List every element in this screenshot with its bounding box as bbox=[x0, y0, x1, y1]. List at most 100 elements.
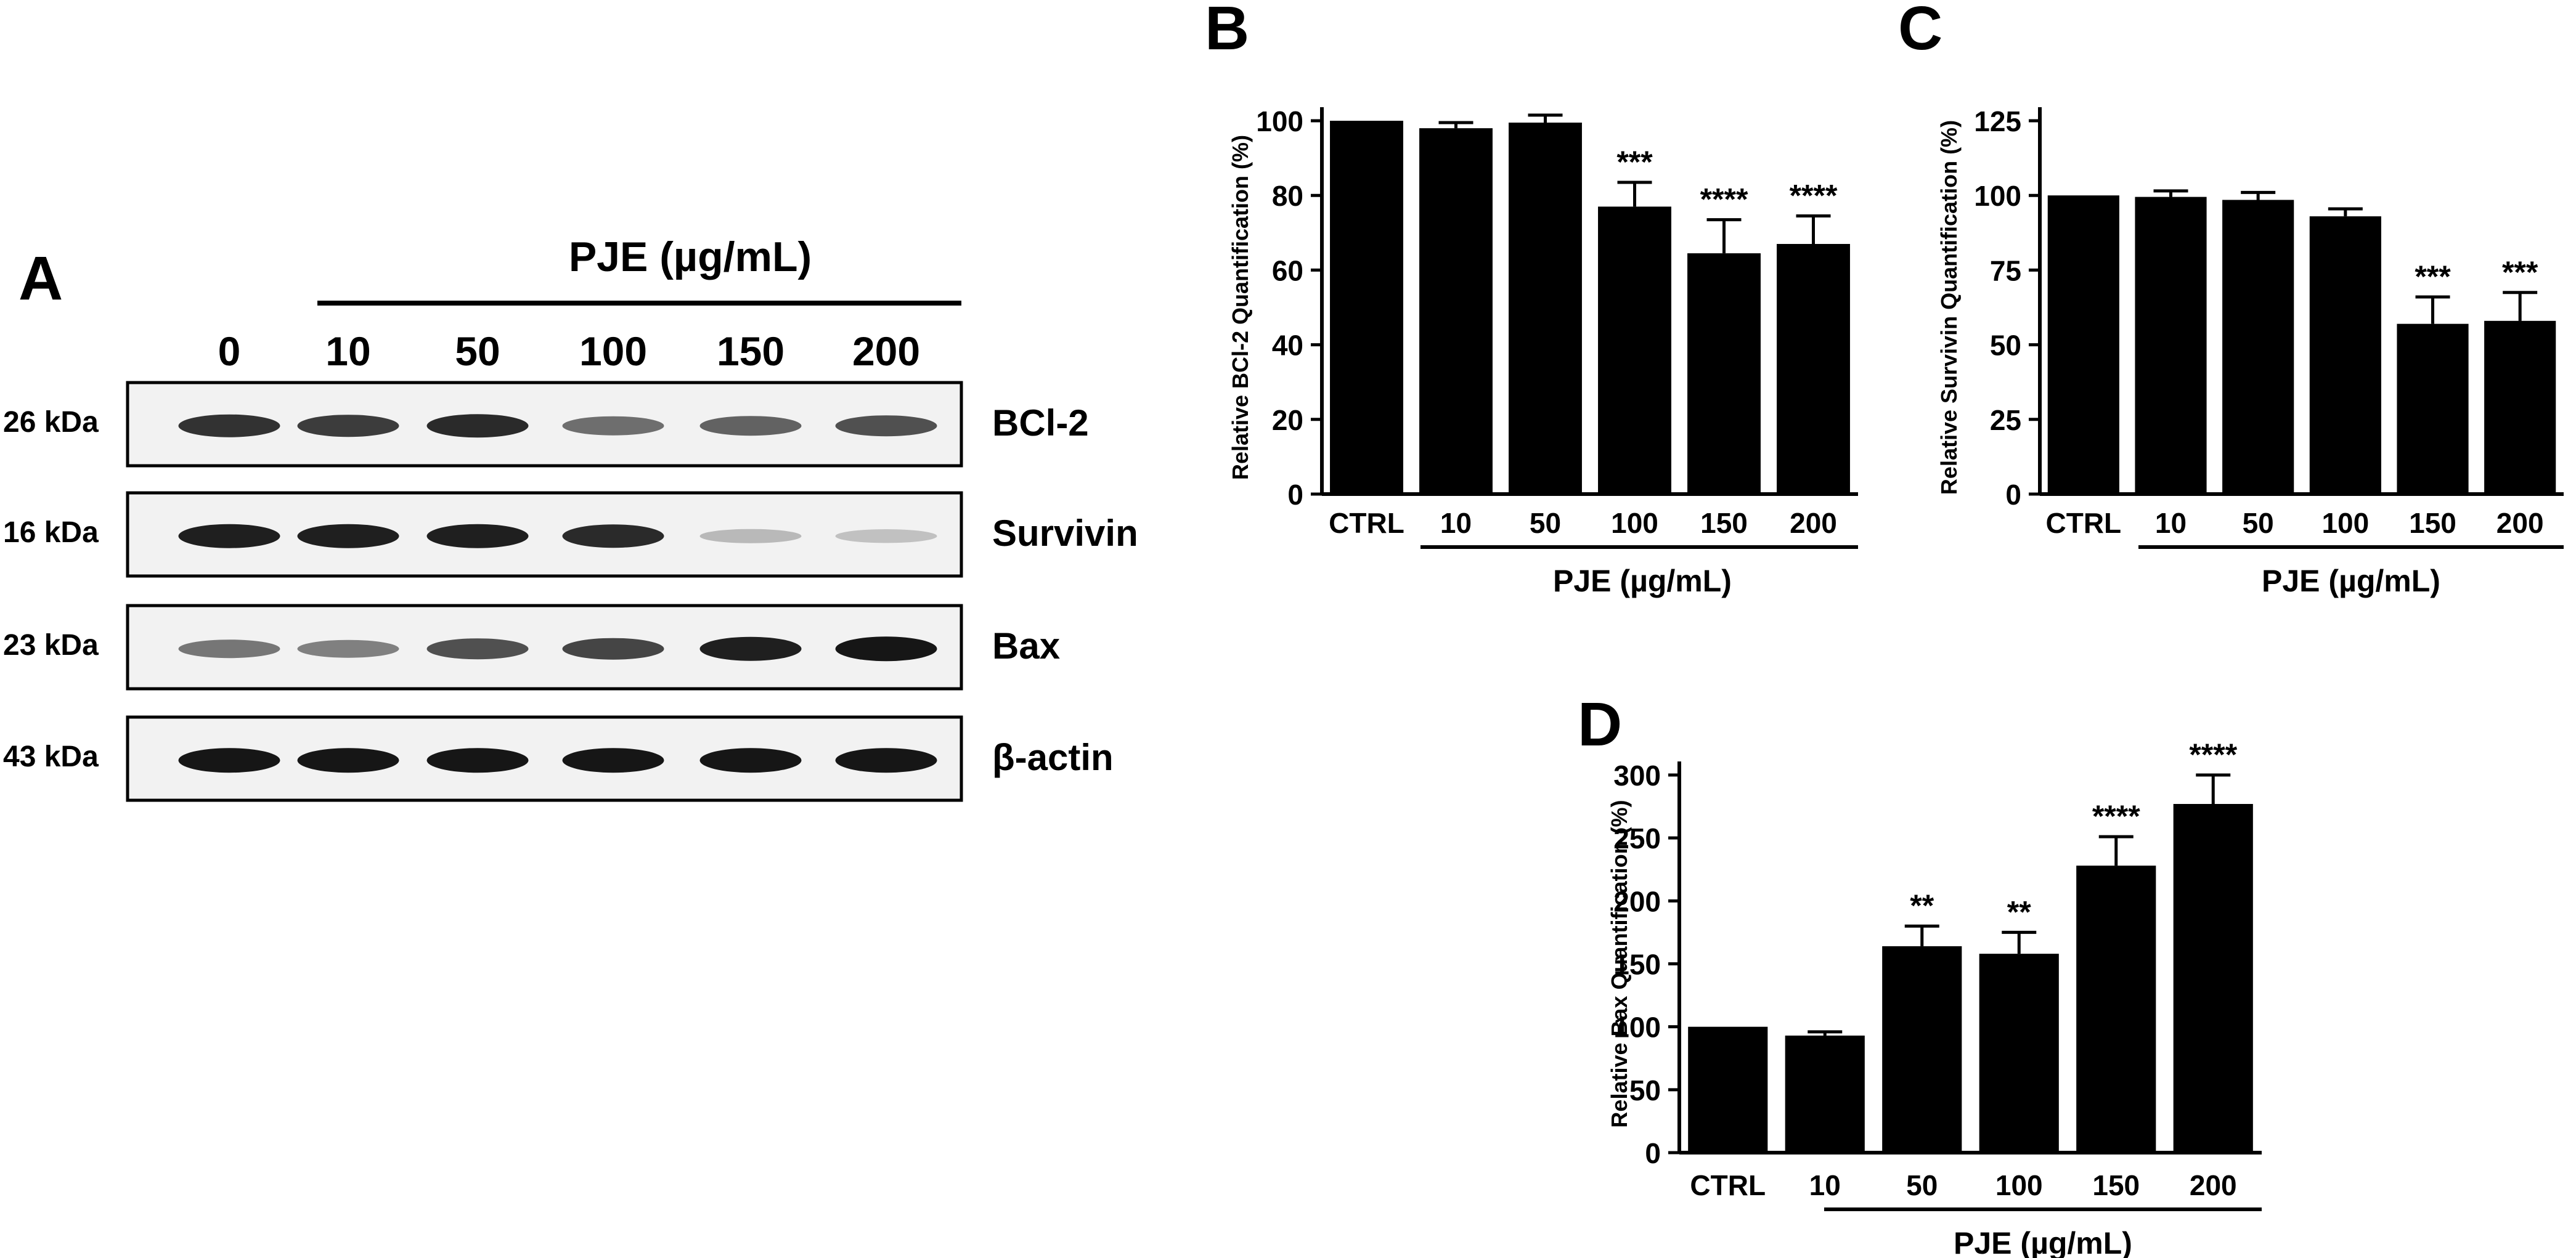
lane-labels: 0 10 50 100 150 200 bbox=[218, 328, 920, 374]
y-tick-label: 100 bbox=[1256, 105, 1303, 137]
y-tick-label: 50 bbox=[1629, 1074, 1661, 1106]
x-tick-label: 150 bbox=[2409, 507, 2456, 539]
blot-band bbox=[426, 748, 529, 773]
blot-band bbox=[835, 636, 937, 662]
y-tick-label: 80 bbox=[1272, 180, 1303, 212]
x-tick-label: CTRL bbox=[1329, 507, 1404, 539]
x-tick-label: 200 bbox=[2190, 1169, 2237, 1201]
blot-band bbox=[178, 524, 280, 548]
significance-label: **** bbox=[2189, 737, 2237, 772]
blot-band bbox=[699, 529, 802, 543]
blot-band bbox=[699, 416, 802, 436]
x-tick-label: 50 bbox=[1530, 507, 1561, 539]
bar bbox=[2484, 320, 2556, 494]
bar bbox=[1509, 123, 1582, 494]
blot-band bbox=[835, 748, 937, 773]
y-tick-label: 0 bbox=[2005, 479, 2021, 511]
significance-label: **** bbox=[1700, 182, 1748, 217]
chart-panel-d: D 0 50 100 150 200 250 300 Relative Bax Quantifi… bbox=[1578, 690, 2262, 1258]
x-tick-label: 10 bbox=[1809, 1169, 1841, 1201]
blot-band bbox=[426, 638, 529, 660]
bar bbox=[2173, 803, 2253, 1153]
bar bbox=[2397, 323, 2469, 494]
blot-row-3: 43 kDa β-actin bbox=[3, 715, 1114, 802]
y-tick-label: 50 bbox=[1990, 330, 2021, 362]
significance-label: ** bbox=[1910, 888, 1934, 923]
blot-band bbox=[178, 639, 280, 659]
blot-row-2: 23 kDa Bax bbox=[3, 604, 1060, 691]
blot-rows: 26 kDa BCl-2 16 kDa Survivin 23 kDa Bax 43 kDa… bbox=[3, 381, 1138, 802]
blot-band bbox=[297, 415, 399, 437]
y-tick-label: 100 bbox=[1974, 180, 2021, 212]
x-tick-label: 50 bbox=[2243, 507, 2274, 539]
significance-label: *** bbox=[2415, 259, 2451, 294]
bar bbox=[1330, 121, 1403, 494]
x-tick-label: 50 bbox=[1906, 1169, 1938, 1201]
y-tick-label: 300 bbox=[1613, 760, 1661, 792]
x-tick-label: CTRL bbox=[2046, 507, 2122, 539]
x-axis-label: PJE (µg/mL) bbox=[1954, 1226, 2132, 1258]
x-tick-label: 150 bbox=[1700, 507, 1748, 539]
blot-treatment-label: PJE (µg/mL) bbox=[569, 233, 812, 280]
bar bbox=[2047, 195, 2119, 494]
y-tick-label: 125 bbox=[1974, 105, 2021, 137]
panel-letter: B bbox=[1205, 0, 1249, 63]
y-tick-label: 25 bbox=[1990, 404, 2021, 436]
y-tick-label: 60 bbox=[1272, 254, 1303, 286]
molecular-weight-label: 23 kDa bbox=[3, 629, 99, 662]
significance-label: *** bbox=[1616, 145, 1653, 179]
x-tick-label: 100 bbox=[2321, 507, 2369, 539]
blot-band bbox=[699, 748, 802, 773]
x-tick-label: CTRL bbox=[1690, 1169, 1766, 1201]
x-axis-label: PJE (µg/mL) bbox=[1553, 564, 1732, 598]
bar bbox=[2076, 866, 2156, 1153]
blot-band bbox=[178, 414, 280, 437]
significance-label: ** bbox=[2007, 895, 2031, 929]
lane-label: 10 bbox=[325, 328, 370, 374]
y-tick-label: 150 bbox=[1613, 949, 1661, 981]
x-tick-label: 100 bbox=[1995, 1169, 2043, 1201]
lane-label: 100 bbox=[579, 328, 647, 374]
blot-band bbox=[297, 748, 399, 773]
y-axis-label: Relative Bax Quantification (%) bbox=[1607, 800, 1632, 1127]
y-tick-label: 100 bbox=[1613, 1012, 1661, 1044]
lane-label: 50 bbox=[455, 328, 500, 374]
blot-band bbox=[835, 529, 937, 543]
significance-label: **** bbox=[2092, 799, 2140, 834]
bar bbox=[1688, 1026, 1768, 1153]
bar bbox=[2135, 197, 2207, 494]
lane-label: 200 bbox=[852, 328, 920, 374]
y-tick-label: 40 bbox=[1272, 330, 1303, 362]
blot-band bbox=[297, 524, 399, 548]
blot-row-1: 16 kDa Survivin bbox=[3, 491, 1138, 578]
lane-label: 0 bbox=[218, 328, 241, 374]
molecular-weight-label: 26 kDa bbox=[3, 406, 99, 439]
blot-band bbox=[297, 639, 399, 658]
lane-label: 150 bbox=[717, 328, 785, 374]
panel-letter-a: A bbox=[18, 244, 63, 313]
western-blot-panel: A PJE (µg/mL) 0 10 50 100 150 200 26 kDa BCl-2… bbox=[3, 233, 1138, 802]
bar bbox=[1882, 946, 1962, 1153]
blot-band bbox=[178, 748, 280, 773]
x-axis-label: PJE (µg/mL) bbox=[2262, 564, 2440, 598]
molecular-weight-label: 43 kDa bbox=[3, 741, 99, 773]
bar bbox=[1598, 206, 1671, 494]
y-tick-label: 200 bbox=[1613, 885, 1661, 917]
bar bbox=[1419, 128, 1493, 494]
blot-membrane bbox=[126, 381, 963, 468]
chart-panel-c: C 0 25 50 75 100 125 Relative Survivin Quantifi… bbox=[1898, 0, 2564, 598]
x-tick-label: 10 bbox=[2155, 507, 2187, 539]
y-tick-label: 75 bbox=[1990, 254, 2021, 286]
x-tick-label: 10 bbox=[1440, 507, 1472, 539]
bar bbox=[2309, 216, 2381, 494]
y-tick-label: 20 bbox=[1272, 404, 1303, 436]
bar bbox=[2222, 200, 2294, 494]
y-axis-label: Relative BCl-2 Quantification (%) bbox=[1228, 135, 1253, 480]
significance-label: **** bbox=[1790, 179, 1838, 213]
blot-band bbox=[426, 524, 529, 548]
bar bbox=[1777, 243, 1850, 494]
bar bbox=[1979, 954, 2059, 1153]
bar bbox=[1785, 1035, 1865, 1153]
